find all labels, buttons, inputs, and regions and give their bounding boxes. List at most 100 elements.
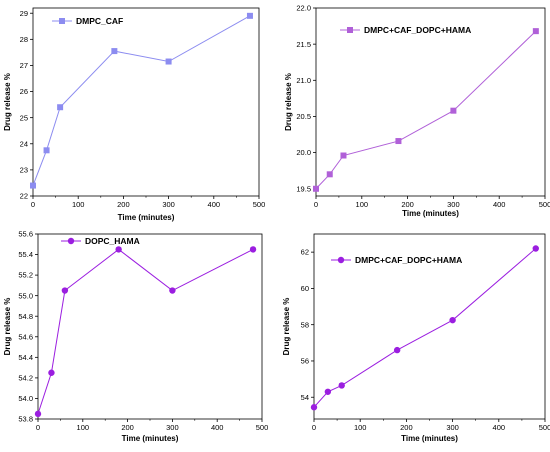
- y-tick-label: 24: [20, 139, 28, 148]
- x-axis-title: Time (minutes): [401, 434, 458, 443]
- data-point: [48, 369, 55, 376]
- data-point: [43, 147, 50, 154]
- y-tick-label: 56: [301, 357, 309, 366]
- y-tick-label: 54: [301, 393, 309, 402]
- x-axis-title: Time (minutes): [122, 434, 179, 443]
- data-point: [532, 245, 539, 252]
- data-point: [115, 246, 122, 253]
- chart-panel-3: 0 100 200 300 400 500 53.8 54.0 54.2 54.4 54.6 54.8…: [3, 230, 268, 443]
- data-point: [111, 48, 118, 55]
- y-tick-label: 20.0: [296, 148, 311, 157]
- y-axis-title: Drug release %: [3, 298, 12, 356]
- data-point: [165, 58, 172, 65]
- y-tick-label: 55.0: [18, 291, 33, 300]
- y-tick-label: 20.5: [296, 112, 311, 121]
- data-point: [449, 316, 456, 324]
- x-tick-label: 100: [356, 200, 369, 209]
- y-tick-label: 62: [301, 248, 309, 257]
- data-point: [313, 185, 319, 192]
- y-tick-label: 55.6: [18, 230, 33, 239]
- series-line: [32, 15, 251, 186]
- y-tick-label: 54.2: [18, 373, 33, 382]
- data-point: [450, 107, 457, 114]
- x-tick-label: 400: [208, 200, 221, 209]
- y-tick-label: 54.6: [18, 332, 33, 341]
- x-tick-label: 300: [446, 423, 459, 432]
- y-tick-label: 55.2: [18, 271, 33, 280]
- plot-frame: [32, 7, 260, 197]
- data-point: [61, 287, 69, 294]
- y-axis-title: Drug release %: [282, 298, 291, 356]
- legend-label: DOPC_HAMA: [85, 236, 140, 246]
- x-tick-label: 200: [121, 423, 134, 432]
- legend-label: DMPC+CAF_DOPC+HAMA: [364, 25, 471, 35]
- y-tick-label: 19.5: [296, 184, 311, 193]
- x-tick-label: 500: [256, 423, 269, 432]
- data-point: [249, 246, 257, 253]
- data-point: [326, 171, 333, 178]
- x-tick-label: 0: [36, 423, 40, 432]
- data-point: [246, 12, 253, 19]
- data-point: [338, 382, 345, 389]
- series-line: [37, 248, 254, 415]
- data-point: [30, 182, 36, 189]
- data-point: [340, 152, 347, 159]
- y-tick-label: 29: [20, 9, 28, 18]
- y-tick-label: 25: [20, 113, 28, 122]
- y-tick-label: 23: [20, 165, 28, 174]
- y-tick-label: 58: [301, 320, 309, 329]
- y-axis-title: Drug release %: [3, 73, 12, 131]
- series-line: [315, 30, 537, 190]
- plot-frame: [315, 7, 546, 197]
- y-tick-label: 21.5: [296, 40, 311, 49]
- y-tick-label: 26: [20, 87, 28, 96]
- y-tick-label: 60: [301, 284, 309, 293]
- legend-marker: [347, 27, 353, 33]
- legend-marker: [337, 256, 345, 264]
- chart-panel-1: 0 100 200 300 400 500 22 23 24 25 26 27 28 29 Time (mi…: [3, 7, 266, 222]
- y-tick-label: 53.8: [18, 415, 33, 424]
- x-tick-label: 500: [539, 423, 550, 432]
- x-tick-label: 300: [447, 200, 460, 209]
- data-point: [532, 28, 539, 35]
- y-axis-title: Drug release %: [284, 73, 293, 131]
- data-point: [169, 287, 176, 294]
- y-tick-label: 54.0: [18, 394, 33, 403]
- x-tick-label: 500: [539, 200, 550, 209]
- y-tick-label: 54.8: [18, 312, 33, 321]
- x-tick-label: 200: [400, 423, 413, 432]
- x-axis-title: Time (minutes): [402, 209, 459, 218]
- x-tick-label: 0: [314, 200, 318, 209]
- chart-panel-4: 0 100 200 300 400 500 54 56 58 60 62 Time (minutes)…: [282, 233, 550, 443]
- x-tick-label: 400: [493, 423, 506, 432]
- y-tick-label: 55.4: [18, 250, 33, 259]
- x-tick-label: 200: [401, 200, 414, 209]
- y-tick-label: 22.0: [296, 4, 311, 13]
- data-point: [395, 138, 402, 145]
- x-tick-label: 100: [354, 423, 367, 432]
- legend-marker: [67, 237, 75, 245]
- x-tick-label: 400: [493, 200, 506, 209]
- data-point: [393, 346, 401, 354]
- x-tick-label: 500: [253, 200, 266, 209]
- y-tick-label: 28: [20, 35, 28, 44]
- x-tick-label: 200: [117, 200, 130, 209]
- x-tick-label: 0: [312, 423, 316, 432]
- data-point: [34, 410, 42, 418]
- x-tick-label: 300: [166, 423, 179, 432]
- y-tick-label: 27: [20, 61, 28, 70]
- x-tick-label: 300: [162, 200, 175, 209]
- legend-label: DMPC+CAF_DOPC+HAMA: [355, 255, 462, 265]
- y-tick-label: 22: [20, 192, 28, 201]
- x-tick-label: 0: [31, 200, 35, 209]
- series-line: [313, 248, 537, 408]
- data-point: [57, 104, 64, 111]
- chart-panel-2: 0 100 200 300 400 500 19.5 20.0 20.5 21.0 21.5 22.0…: [284, 4, 550, 218]
- legend-label: DMPC_CAF: [76, 16, 123, 26]
- y-tick-label: 21.0: [296, 76, 311, 85]
- legend-marker: [59, 18, 65, 24]
- x-tick-label: 100: [72, 200, 85, 209]
- data-point: [324, 388, 332, 395]
- data-point: [310, 404, 318, 411]
